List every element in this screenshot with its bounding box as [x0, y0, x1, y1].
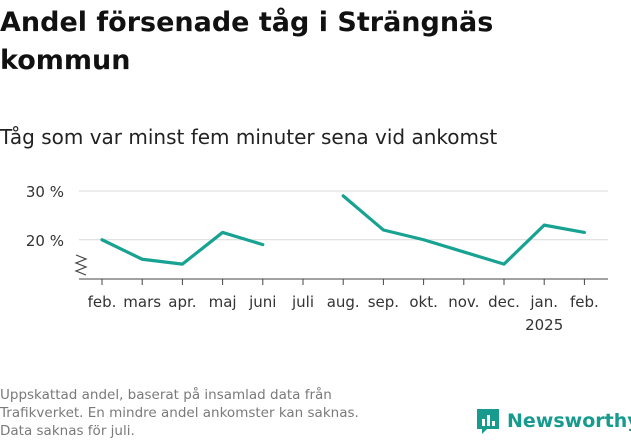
- x-tick-label: sep.: [368, 293, 399, 311]
- x-tick-label: juli: [291, 293, 314, 311]
- x-tick-label: aug.: [327, 293, 360, 311]
- axis-break-icon: [74, 254, 88, 276]
- x-year-label: 2025: [525, 316, 563, 334]
- chart-subtitle: Tåg som var minst fem minuter sena vid a…: [0, 125, 498, 149]
- x-tick-label: dec.: [488, 293, 520, 311]
- chart-footnote: Uppskattad andel, baserat på insamlad da…: [0, 386, 440, 440]
- x-tick-label: mars: [123, 293, 161, 311]
- x-tick-label: apr.: [168, 293, 196, 311]
- label-layer: 20 % 30 % feb. mars apr. maj juni juli aug. sep. o…: [26, 183, 599, 334]
- x-tick-label: okt.: [409, 293, 438, 311]
- x-tick-label: jan.: [529, 293, 558, 311]
- footnote-line: Uppskattad andel, baserat på insamlad da…: [0, 387, 332, 403]
- x-tick-label: nov.: [448, 293, 479, 311]
- x-tick-label: feb.: [570, 293, 599, 311]
- chart-title: Andel försenade tåg i Strängnäs kommun: [0, 7, 494, 76]
- y-tick-label: 30 %: [26, 183, 64, 201]
- brand-name: Newsworthy: [507, 410, 631, 432]
- footnote-line: Data saknas för juli.: [0, 423, 135, 439]
- x-tick-label: juni: [248, 293, 276, 311]
- footnote-line: Trafikverket. En mindre andel ankomster …: [0, 405, 359, 421]
- series-layer: [100, 194, 587, 266]
- newsworthy-logo: Newsworthy: [475, 406, 631, 436]
- series-line: [100, 230, 265, 266]
- y-tick-label: 20 %: [26, 232, 64, 250]
- x-tick-label: feb.: [88, 293, 117, 311]
- series-line: [341, 194, 587, 266]
- axis-layer: [74, 254, 608, 285]
- grid-layer: [79, 190, 608, 241]
- bar-chart-icon: [477, 409, 499, 434]
- x-tick-label: maj: [209, 293, 237, 311]
